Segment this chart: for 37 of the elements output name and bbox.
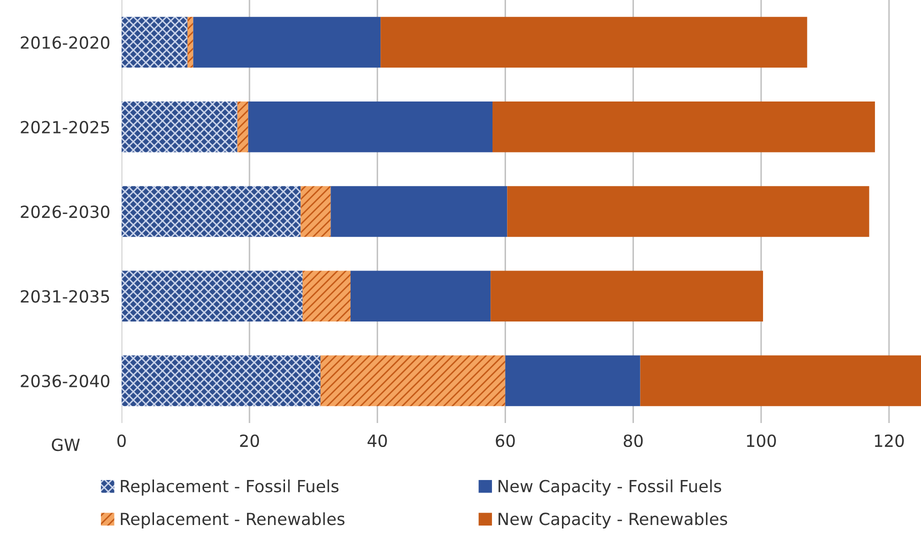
bar — [380, 16, 808, 68]
x-tick-label: 40 — [368, 434, 387, 448]
legend-label: New Capacity - Fossil Fuels — [498, 480, 722, 496]
bar — [122, 186, 301, 237]
bar — [507, 186, 870, 237]
bar — [248, 102, 493, 152]
x-tick-label: 0 — [117, 434, 126, 448]
bar — [237, 102, 248, 152]
x-tick-label: 80 — [624, 434, 643, 448]
legend-label: New Capacity - Renewables — [498, 512, 728, 528]
x-tick-label: 20 — [240, 434, 259, 448]
y-tick-label: 2021-2025 — [20, 120, 110, 134]
bar — [122, 355, 320, 406]
bar — [320, 355, 506, 406]
bar — [492, 102, 875, 152]
x-axis-title: GW — [52, 438, 80, 452]
bar — [122, 270, 303, 322]
bar — [122, 16, 188, 68]
x-tick-label: 60 — [496, 434, 515, 448]
y-tick-label: 2036-2040 — [20, 374, 110, 388]
x-tick-label: 120 — [874, 434, 904, 448]
legend-label: Replacement - Fossil Fuels — [120, 480, 338, 496]
bar — [300, 186, 331, 237]
bar — [640, 355, 921, 406]
bar — [350, 270, 491, 322]
legend-label: Replacement - Renewables — [120, 512, 344, 528]
y-tick-label: 2031-2035 — [20, 290, 110, 303]
y-tick-label: 2016-2020 — [20, 36, 110, 49]
y-tick-label: 2026-2030 — [20, 205, 110, 218]
bar — [122, 102, 238, 152]
bar — [505, 355, 640, 406]
bar — [193, 16, 381, 68]
bar — [330, 186, 508, 237]
bar — [490, 270, 764, 322]
bar — [302, 270, 351, 322]
bar — [187, 16, 194, 68]
x-tick-label: 100 — [747, 434, 776, 448]
